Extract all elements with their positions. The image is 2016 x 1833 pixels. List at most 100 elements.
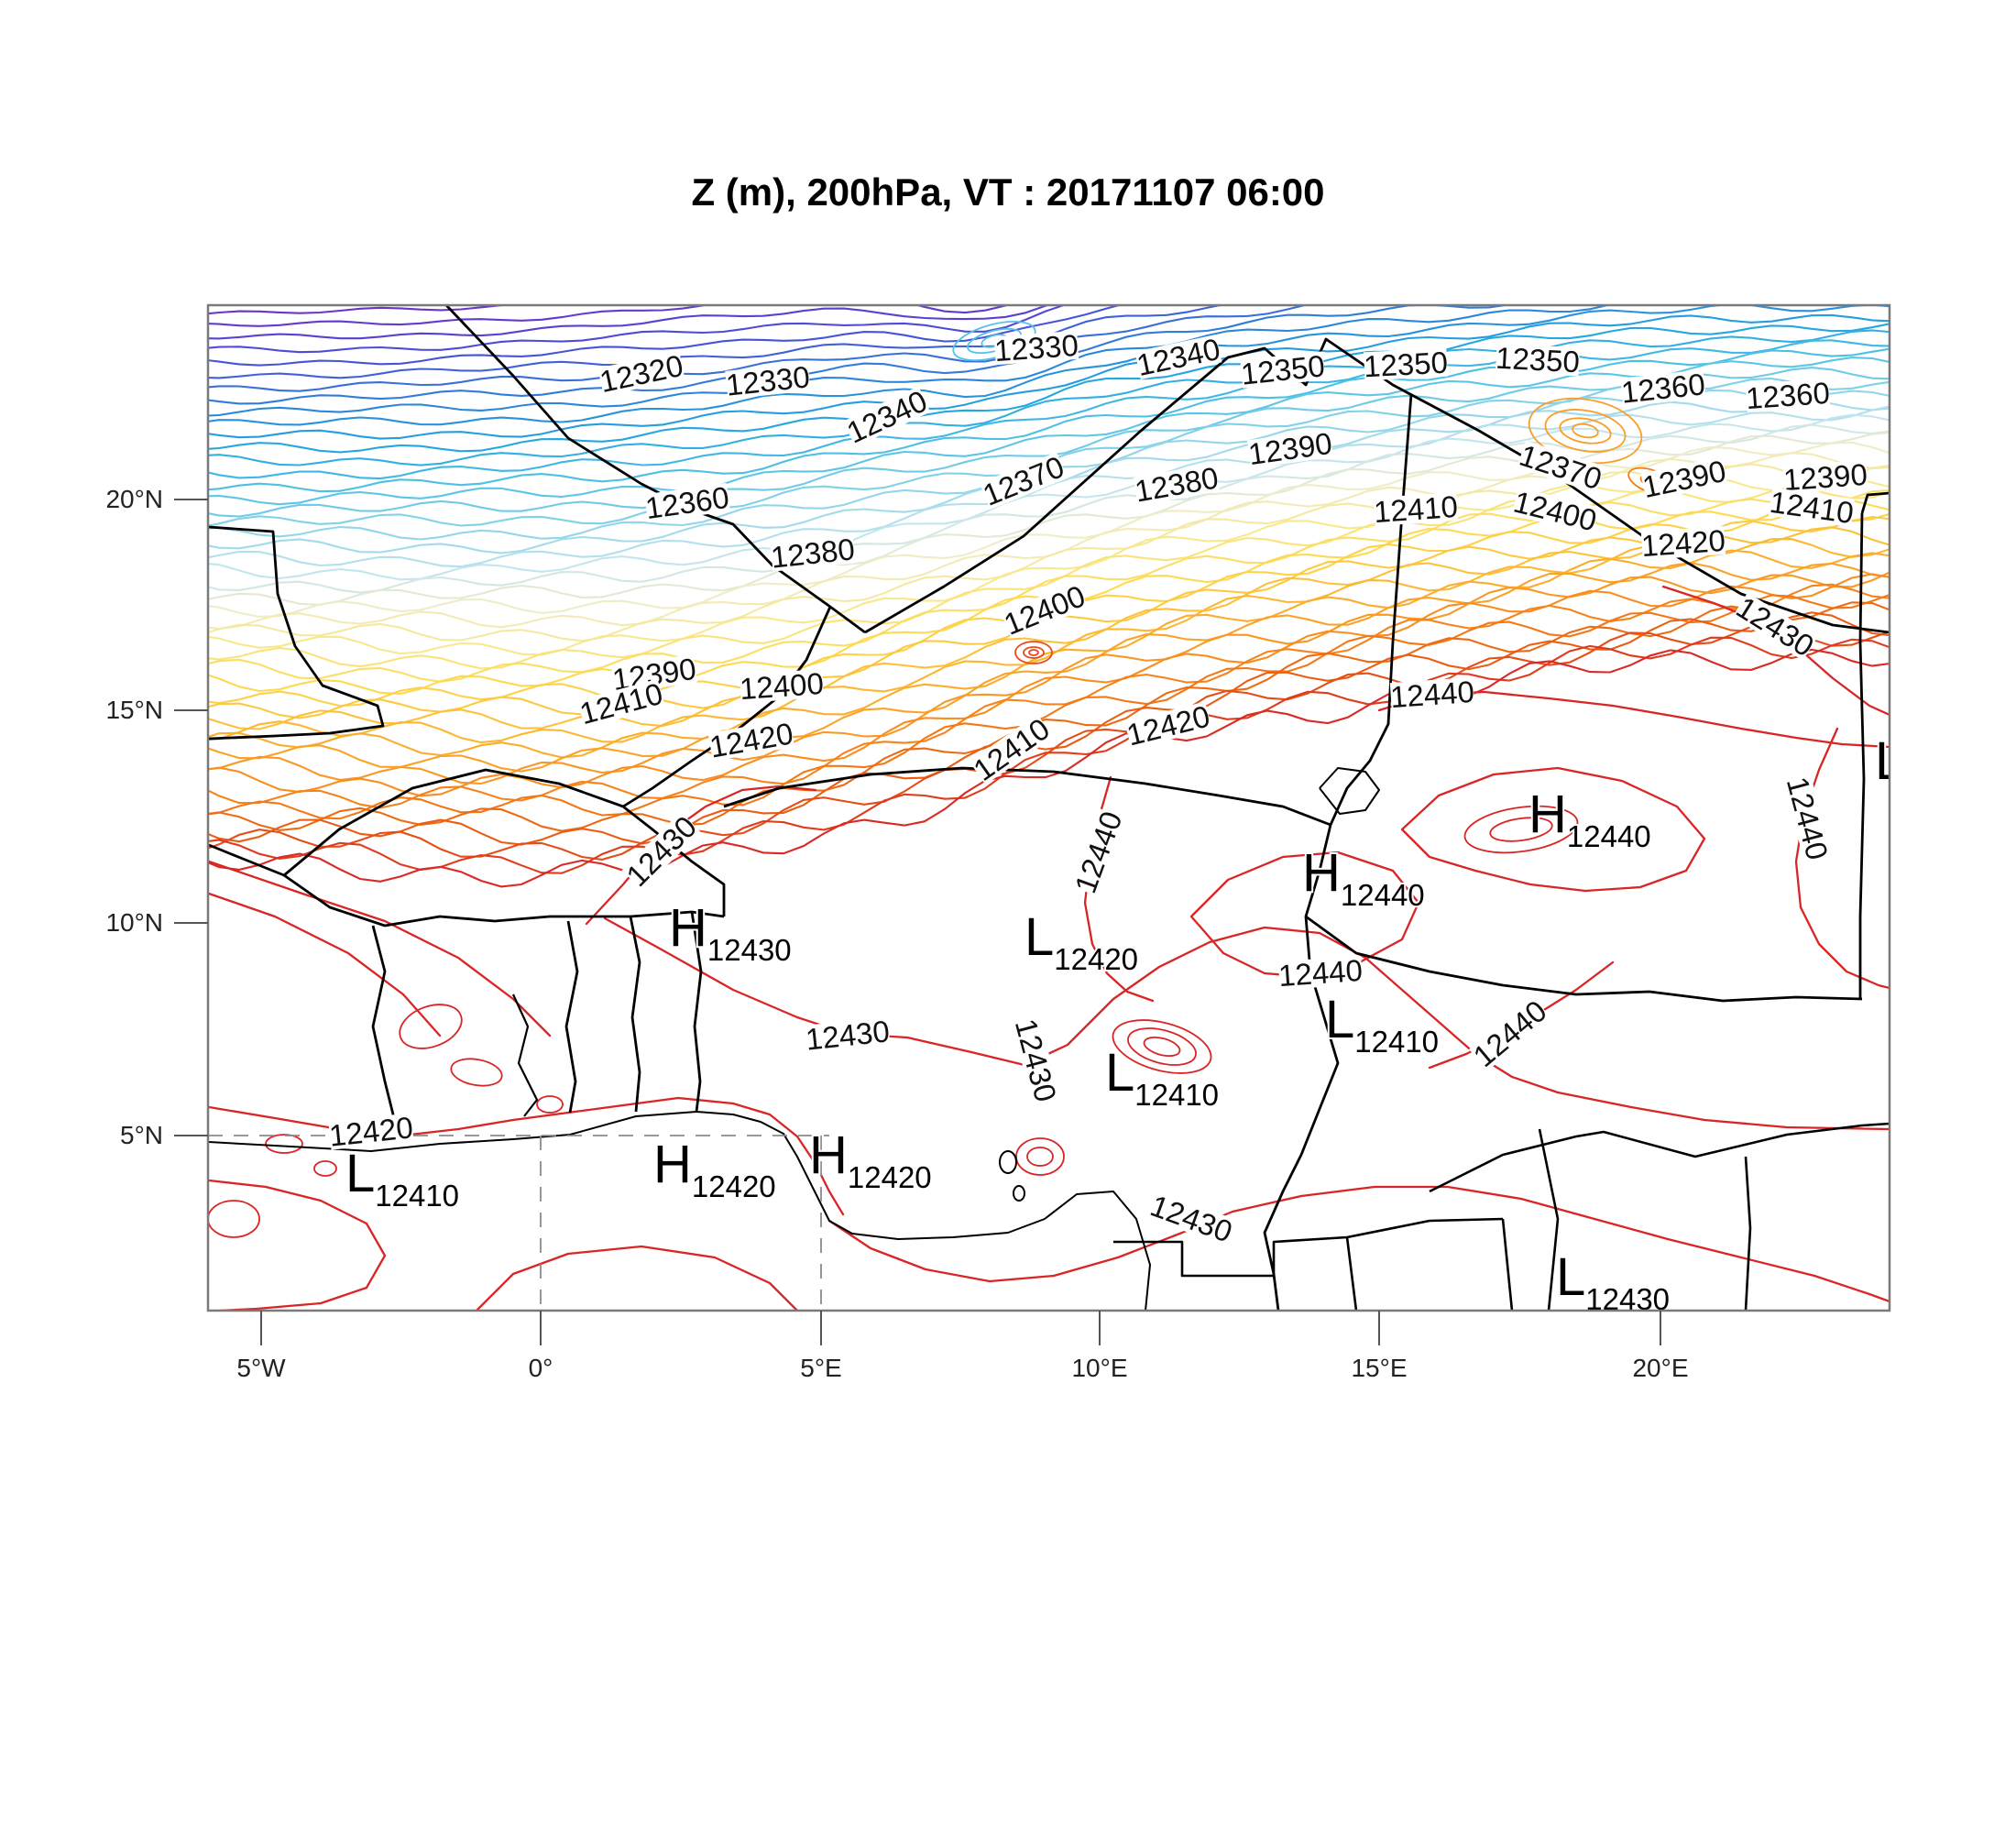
contour-label-text: 12350 [1363, 346, 1449, 384]
pressure-center-high: H12440 [1527, 783, 1653, 855]
contour-label-mask [843, 386, 931, 447]
contour-label: 12420 [1640, 523, 1726, 563]
red-contour-line [1400, 766, 1706, 893]
border-chad-sudan [1858, 512, 1866, 999]
pressure-centers: H12430 L12420 H12440 H12440 L L12410 H12420 H12… [344, 730, 1904, 1316]
pressure-center-low: L12410 [1103, 1041, 1221, 1114]
border-togo-benin [629, 916, 641, 1113]
contour-line [208, 538, 1890, 744]
contour-label-mask [1769, 487, 1856, 528]
contour-line [208, 475, 1890, 656]
contour-label-text: 12420 [1123, 698, 1213, 752]
contour-label: 12430 [1009, 1015, 1063, 1105]
island-bioko [999, 1150, 1017, 1174]
contour-label-text: 12380 [769, 532, 856, 574]
contour-label: 12440 [1277, 953, 1364, 993]
contour-line [208, 623, 1890, 861]
y-tick-label: 15°N [105, 696, 163, 724]
contour-label: 12430 [804, 1014, 891, 1056]
contour-label-mask [770, 534, 856, 572]
border-benin-nigeria [690, 911, 703, 1113]
coastline-gulf-of-guinea [208, 1111, 1151, 1311]
contour-label-mask [1124, 701, 1212, 750]
contour-label: 12350 [1495, 341, 1581, 379]
x-tick-label: 15°E [1351, 1354, 1407, 1382]
contour-label-text: 12340 [841, 383, 932, 449]
pressure-center-high: H12420 [807, 1124, 934, 1196]
contour-line [208, 313, 1890, 440]
contour-label-text: 12420 [707, 716, 796, 763]
contour-label-mask [993, 330, 1079, 366]
border-mali-west [208, 843, 285, 877]
red-low-rings [1143, 1036, 1181, 1058]
orange-high-rings [1572, 423, 1599, 439]
red-contour-line [603, 916, 1890, 1131]
contour-label-mask [328, 1113, 414, 1150]
contour-label: 12420 [1123, 698, 1213, 752]
contour-label: 12360 [1619, 367, 1706, 409]
y-tick-label: 20°N [105, 485, 163, 513]
red-contour-line [1794, 727, 1890, 990]
pressure-center-text: H12440 [1302, 843, 1425, 912]
contour-label-text: 12390 [1782, 457, 1868, 497]
red-contour-ring [536, 1095, 564, 1114]
country-borders [208, 305, 1890, 1311]
lake-volta [511, 993, 539, 1117]
contour-label-mask [739, 668, 825, 704]
red-low-rings [1026, 1147, 1054, 1167]
red-contour-line [208, 892, 442, 1037]
contour-label-mask [1782, 774, 1833, 862]
contour-label-text: 12430 [1009, 1015, 1063, 1105]
axis-y: 20°N 15°N 10°N 5°N [105, 485, 208, 1149]
contour-label-mask [1745, 378, 1831, 413]
contour-label-mask [1363, 347, 1448, 381]
red-contour-ring [208, 1200, 260, 1238]
contour-label-mask [725, 362, 811, 400]
contour-label-mask [1373, 491, 1459, 527]
contour-line [208, 593, 1890, 820]
contour-line [208, 323, 1890, 454]
contour-label-text: 12440 [1467, 993, 1553, 1073]
contour-line [208, 305, 1011, 327]
red-contour-line [827, 1185, 1890, 1303]
pressure-center-text: H12430 [669, 898, 792, 967]
red-contour-ring [399, 1004, 463, 1049]
contour-line [208, 573, 1890, 797]
contour-label-text: 12430 [1146, 1188, 1237, 1248]
contour-line [208, 357, 1890, 506]
border-mauritania-senegal [208, 525, 385, 741]
pressure-center-high: H12430 [667, 896, 794, 969]
red-contour-ring [265, 1134, 303, 1154]
contour-line [208, 305, 1123, 367]
contour-label-mask [1246, 428, 1333, 469]
contour-label-text: 12350 [1239, 348, 1326, 390]
contour-label-mask [1640, 456, 1728, 502]
contour-label-mask [1001, 581, 1089, 639]
contour-line [208, 636, 1890, 874]
contour-line [208, 305, 1068, 354]
border-chad-car [1305, 915, 1863, 1003]
contour-label: 12430 [1146, 1188, 1237, 1248]
contour-label-mask [1469, 995, 1551, 1071]
border-algeria-niger-libya [864, 337, 1890, 634]
red-contour-line [1189, 851, 1420, 979]
contour-label-text: 12410 [1373, 489, 1459, 529]
red-contour-line [585, 785, 817, 926]
pressure-center-text: L12430 [1556, 1247, 1670, 1316]
contour-label: 12420 [707, 716, 796, 763]
pressure-center-text: L [1875, 731, 1904, 791]
pressure-center-low: L12410 [344, 1142, 461, 1214]
red-cell-rings [1028, 649, 1039, 656]
contour-line [208, 305, 1890, 426]
pressure-center-low: L12420 [1023, 906, 1140, 978]
contour-label: 12400 [999, 578, 1090, 642]
pressure-center-text: H12420 [653, 1135, 776, 1203]
contour-label-text: 12370 [978, 449, 1068, 512]
contour-line [208, 571, 1890, 785]
pressure-center-text: H12440 [1528, 785, 1651, 853]
contour-line [208, 305, 1613, 417]
pressure-center-text: L12410 [1325, 990, 1439, 1059]
contour-label-text: 12420 [1640, 523, 1726, 563]
contour-line [208, 549, 1890, 759]
